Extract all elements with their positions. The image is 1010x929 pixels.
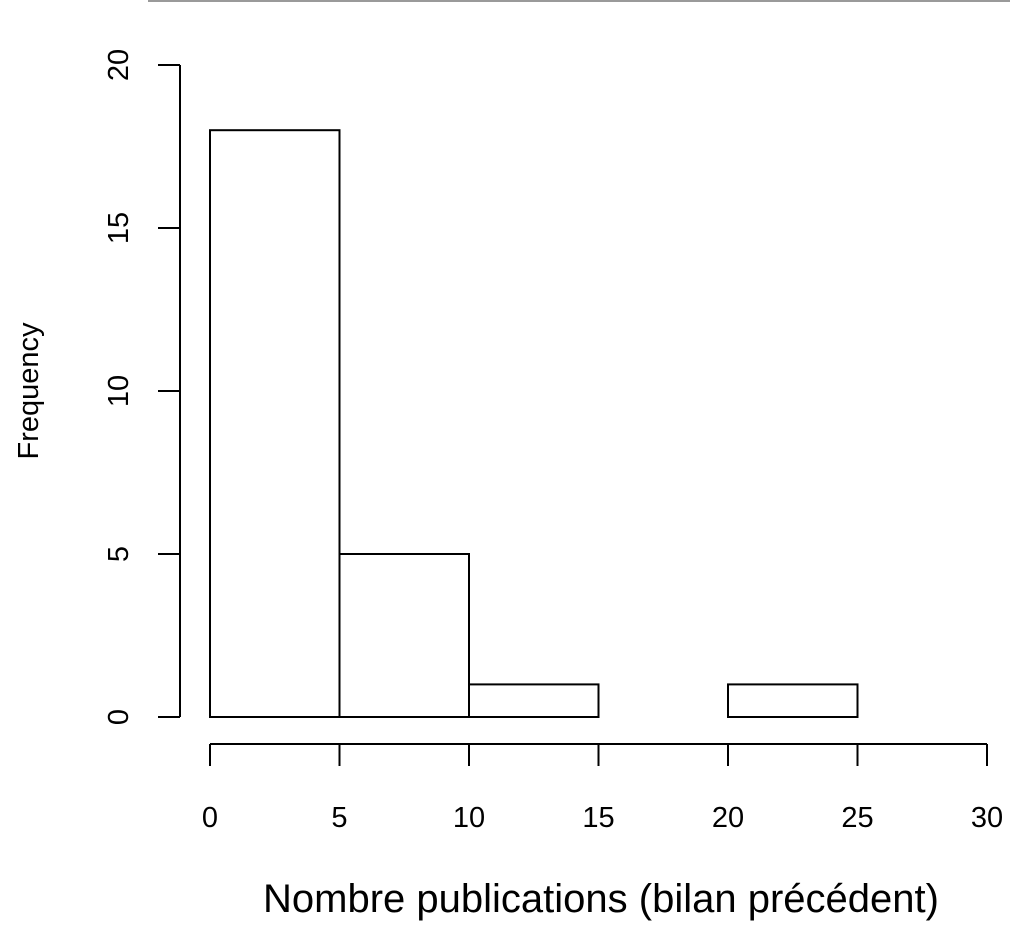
x-tick-label-5: 25	[841, 802, 873, 834]
histogram-bar-1	[338, 553, 470, 718]
x-ticks-layer: 0 5 10 15 20 25 30	[202, 744, 1003, 834]
histogram-bar-4	[727, 683, 859, 719]
y-tick-label-3: 15	[103, 212, 135, 244]
x-tick-label-2: 10	[453, 802, 485, 834]
y-tick-label-1: 5	[103, 546, 135, 562]
x-tick-label-4: 20	[712, 802, 744, 834]
histogram-bar-0	[209, 129, 341, 718]
x-tick-label-6: 30	[971, 802, 1003, 834]
histogram-bar-2	[468, 683, 600, 719]
x-tick-label-3: 15	[582, 802, 614, 834]
y-tick-label-0: 0	[103, 709, 135, 725]
x-tick-label-1: 5	[331, 802, 347, 834]
y-axis-title: Frequency	[13, 322, 45, 460]
x-axis-title: Nombre publications (bilan précédent)	[263, 877, 939, 921]
bars-layer	[209, 129, 859, 719]
x-tick-label-0: 0	[202, 802, 218, 834]
y-tick-label-2: 10	[103, 375, 135, 407]
y-ticks-layer: 0 5 10 15 20	[103, 49, 180, 725]
y-tick-label-4: 20	[103, 49, 135, 81]
